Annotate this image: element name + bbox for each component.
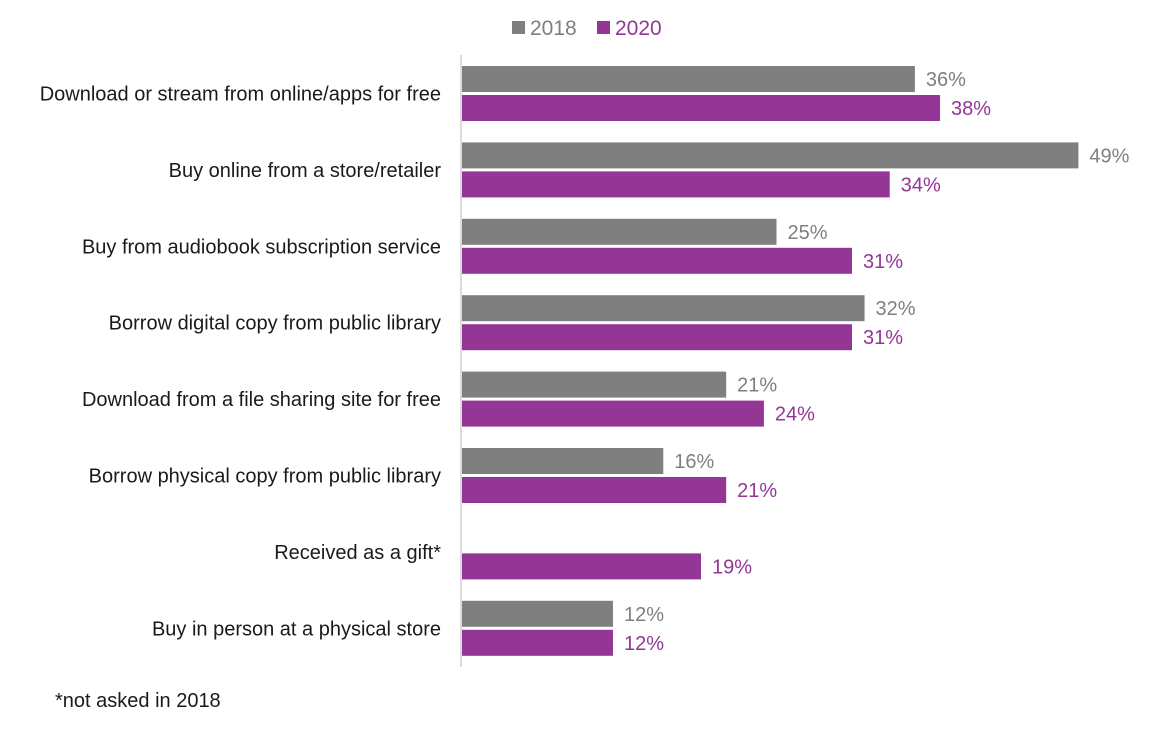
bar-2018-buy-from-audiobook-subscription-service (462, 218, 777, 245)
plot-area: Download or stream from online/apps for … (40, 66, 1130, 656)
value-label-2018-download-from-a-file-sharing-site-for-free: 21% (737, 375, 777, 397)
value-label-2020-buy-from-audiobook-subscription-service: 31% (863, 251, 903, 273)
bar-2020-received-as-a-gift (462, 553, 702, 580)
bar-2020-download-from-a-file-sharing-site-for-free (462, 400, 764, 427)
value-label-2020-received-as-a-gift: 19% (712, 556, 752, 578)
category-label-received-as-a-gift: Received as a gift* (274, 542, 441, 564)
category-label-buy-in-person-at-a-physical-store: Buy in person at a physical store (152, 618, 441, 640)
value-label-2020-download-or-stream-from-online-apps-for-free: 38% (951, 98, 991, 120)
value-label-2020-download-from-a-file-sharing-site-for-free: 24% (775, 404, 815, 426)
legend: 2018 2020 (512, 17, 662, 40)
bar-2018-borrow-physical-copy-from-public-library (462, 448, 664, 474)
value-label-2018-borrow-digital-copy-from-public-library: 32% (876, 298, 916, 320)
bar-2020-download-or-stream-from-online-apps-for-free (462, 95, 941, 121)
value-label-2020-borrow-physical-copy-from-public-library: 21% (737, 480, 777, 502)
bar-2020-borrow-physical-copy-from-public-library (462, 477, 727, 503)
legend-swatch-2020 (597, 21, 610, 34)
bar-2020-buy-online-from-a-store-retailer (462, 171, 890, 198)
legend-label-2020: 2020 (615, 17, 662, 40)
bar-2018-download-or-stream-from-online-apps-for-free (462, 66, 915, 92)
category-label-buy-online-from-a-store-retailer: Buy online from a store/retailer (169, 160, 442, 182)
bar-2018-buy-online-from-a-store-retailer (462, 142, 1079, 169)
value-label-2018-buy-in-person-at-a-physical-store: 12% (624, 604, 664, 626)
category-label-download-from-a-file-sharing-site-for-free: Download from a file sharing site for fr… (82, 389, 441, 411)
category-label-borrow-digital-copy-from-public-library: Borrow digital copy from public library (109, 313, 441, 335)
bar-2018-borrow-digital-copy-from-public-library (462, 295, 865, 322)
value-label-2020-borrow-digital-copy-from-public-library: 31% (863, 327, 903, 349)
category-label-buy-from-audiobook-subscription-service: Buy from audiobook subscription service (82, 236, 441, 258)
bar-2020-borrow-digital-copy-from-public-library (462, 324, 852, 351)
value-label-2018-download-or-stream-from-online-apps-for-free: 36% (926, 69, 966, 91)
value-label-2018-borrow-physical-copy-from-public-library: 16% (674, 451, 714, 473)
value-label-2018-buy-from-audiobook-subscription-service: 25% (788, 222, 828, 244)
legend-swatch-2018 (512, 21, 525, 34)
bar-2018-buy-in-person-at-a-physical-store (462, 600, 613, 627)
category-label-download-or-stream-from-online-apps-for-free: Download or stream from online/apps for … (40, 84, 441, 106)
category-label-borrow-physical-copy-from-public-library: Borrow physical copy from public library (89, 466, 441, 488)
value-label-2018-buy-online-from-a-store-retailer: 49% (1089, 145, 1129, 167)
bar-2020-buy-in-person-at-a-physical-store (462, 629, 613, 656)
legend-label-2018: 2018 (530, 17, 577, 40)
footnote: *not asked in 2018 (55, 690, 221, 712)
value-label-2020-buy-in-person-at-a-physical-store: 12% (624, 633, 664, 655)
value-label-2020-buy-online-from-a-store-retailer: 34% (901, 174, 941, 196)
bar-2018-download-from-a-file-sharing-site-for-free (462, 371, 727, 398)
bar-2020-buy-from-audiobook-subscription-service (462, 247, 852, 274)
